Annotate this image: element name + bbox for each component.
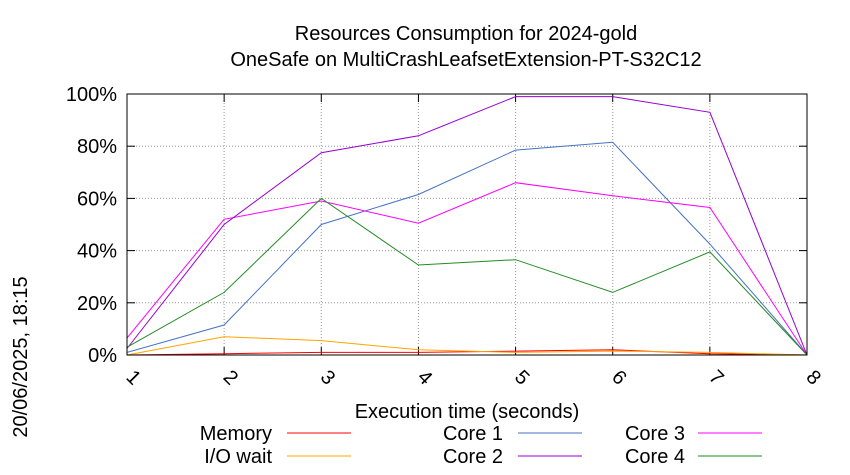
series-lines bbox=[126, 96, 808, 356]
x-tick-label: 6 bbox=[607, 366, 630, 389]
y-tick-label: 20% bbox=[77, 293, 117, 315]
y-tick-label: 80% bbox=[77, 136, 117, 158]
series-line-core-2 bbox=[126, 96, 808, 356]
series-line-core-1 bbox=[126, 141, 808, 356]
x-tick-label: 8 bbox=[802, 366, 825, 389]
series-line-core-4 bbox=[126, 197, 808, 356]
x-axis-label: Execution time (seconds) bbox=[355, 401, 580, 423]
x-tick-label: 5 bbox=[510, 366, 533, 389]
legend-label: Core 4 bbox=[625, 446, 685, 468]
plot-border bbox=[126, 93, 808, 356]
x-tick-label: 2 bbox=[219, 366, 242, 389]
y-tick-label: 0% bbox=[88, 345, 117, 367]
legend: Memory Core 1 Core 3 I/O wait Core 2 Core 4 bbox=[200, 423, 762, 468]
legend-label: Core 3 bbox=[625, 423, 685, 445]
legend-label: Core 2 bbox=[443, 446, 503, 468]
y-tick-label: 40% bbox=[77, 241, 117, 263]
x-tick-label: 1 bbox=[122, 366, 145, 389]
legend-label: I/O wait bbox=[204, 446, 272, 468]
series-line-memory bbox=[126, 349, 808, 356]
chart-title: Resources Consumption for 2024-gold bbox=[295, 23, 637, 45]
series-line-core-3 bbox=[126, 182, 808, 356]
x-tick-label: 4 bbox=[413, 366, 436, 389]
x-tick-label: 3 bbox=[316, 366, 339, 389]
legend-label: Core 1 bbox=[443, 423, 503, 445]
grid-lines bbox=[127, 94, 807, 355]
x-axis-ticks: 1 2 3 4 5 6 7 8 bbox=[122, 94, 825, 389]
series-line-i-o-wait bbox=[126, 336, 808, 356]
legend-label: Memory bbox=[200, 423, 272, 445]
side-timestamp: 20/06/2025, 18:15 bbox=[10, 276, 32, 437]
chart-subtitle: OneSafe on MultiCrashLeafsetExtension-PT… bbox=[230, 49, 701, 71]
x-tick-label: 7 bbox=[704, 366, 727, 389]
y-tick-label: 60% bbox=[77, 188, 117, 210]
y-tick-label: 100% bbox=[66, 84, 117, 106]
y-axis-ticks: 0% 20% 40% 60% 80% 100% bbox=[66, 84, 807, 367]
